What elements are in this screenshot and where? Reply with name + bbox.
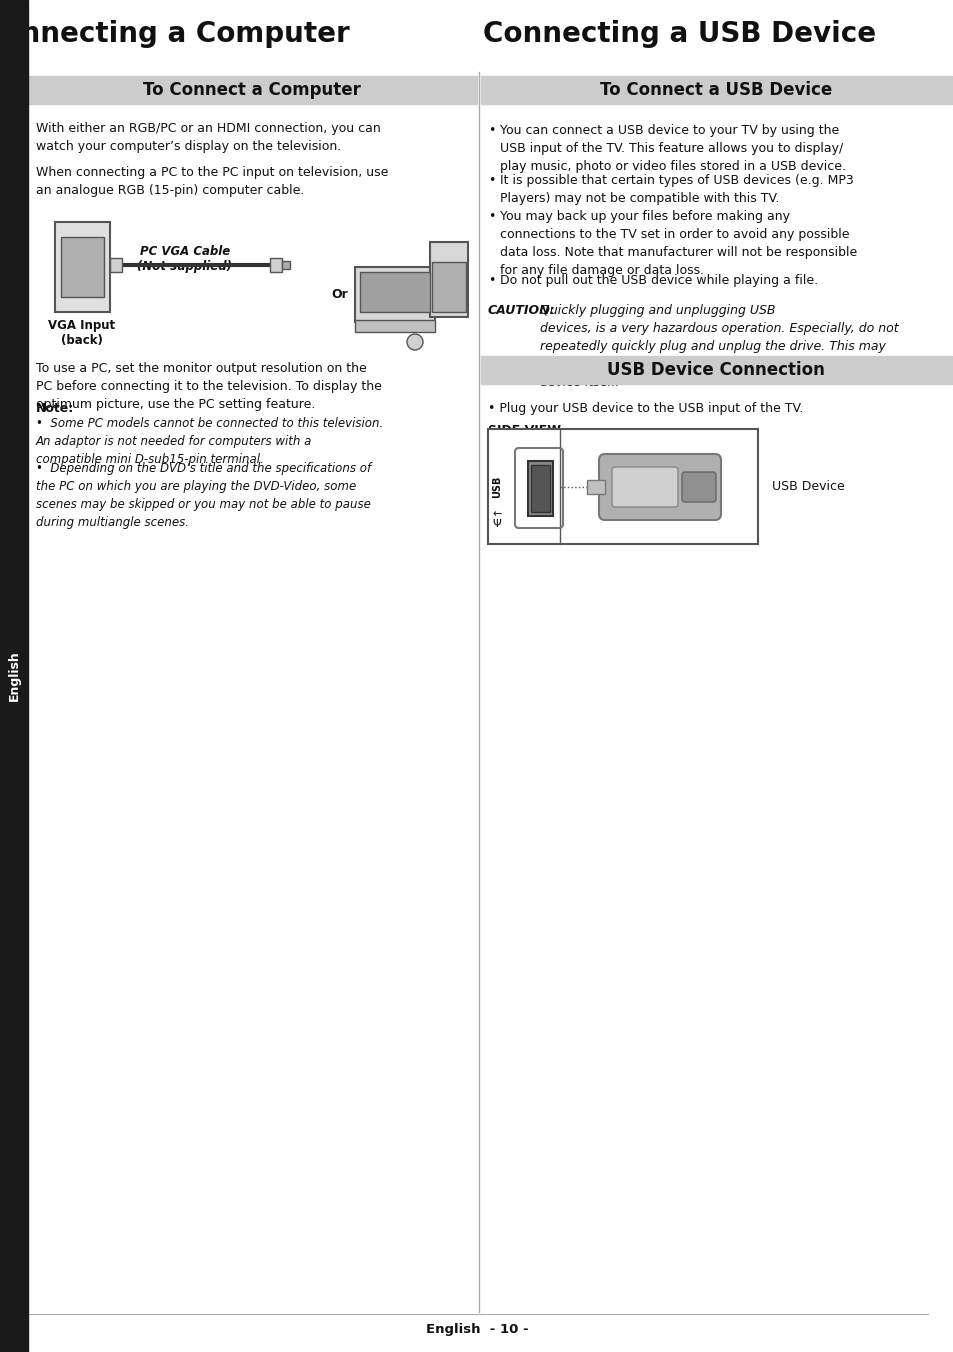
Bar	[55, 222, 110, 312]
Text: •: •	[488, 210, 495, 223]
Text: Note:: Note:	[36, 402, 74, 415]
Text: •: •	[488, 124, 495, 137]
Text: Ψ: Ψ	[492, 519, 501, 529]
Text: Quickly plugging and unplugging USB
devices, is a very hazardous operation. Espe: Quickly plugging and unplugging USB devi…	[539, 304, 898, 389]
Bar	[28, 76, 476, 104]
FancyBboxPatch shape	[681, 472, 716, 502]
Bar	[480, 76, 951, 104]
Bar	[355, 320, 435, 333]
Bar	[488, 429, 758, 544]
Text: USB: USB	[492, 476, 501, 498]
Bar	[430, 242, 468, 316]
Bar	[586, 480, 604, 493]
Text: With either an RGB/PC or an HDMI connection, you can
watch your computer’s displ: With either an RGB/PC or an HDMI connect…	[36, 122, 380, 153]
Bar	[282, 261, 290, 269]
Bar	[531, 465, 550, 512]
Text: To Connect a Computer: To Connect a Computer	[143, 81, 360, 99]
Text: • Plug your USB device to the USB input of the TV.: • Plug your USB device to the USB input …	[488, 402, 802, 415]
Bar	[359, 272, 430, 312]
Text: •  Some PC models cannot be connected to this television.
An adaptor is not need: • Some PC models cannot be connected to …	[36, 416, 383, 466]
Text: You can connect a USB device to your TV by using the
USB input of the TV. This f: You can connect a USB device to your TV …	[499, 124, 845, 173]
Text: ←: ←	[492, 508, 501, 519]
Bar	[110, 258, 122, 272]
Text: You may back up your files before making any
connections to the TV set in order : You may back up your files before making…	[499, 210, 857, 277]
Text: Or: Or	[332, 288, 348, 300]
Bar	[527, 461, 553, 516]
Bar	[61, 237, 104, 297]
FancyBboxPatch shape	[612, 466, 678, 507]
Text: USB Device Connection: USB Device Connection	[606, 361, 824, 379]
Bar	[0, 0, 28, 1352]
Text: PC VGA Cable
(Not supplied): PC VGA Cable (Not supplied)	[137, 245, 233, 273]
Text: Connecting a Computer: Connecting a Computer	[0, 20, 349, 49]
Text: English: English	[8, 650, 20, 702]
Circle shape	[407, 334, 422, 350]
Text: Do not pull out the USB device while playing a file.: Do not pull out the USB device while pla…	[499, 274, 818, 287]
Text: Connecting a USB Device: Connecting a USB Device	[483, 20, 876, 49]
Text: •: •	[488, 174, 495, 187]
Text: To use a PC, set the monitor output resolution on the
PC before connecting it to: To use a PC, set the monitor output reso…	[36, 362, 381, 411]
Text: VGA Input
(back): VGA Input (back)	[49, 319, 115, 347]
Text: English  - 10 -: English - 10 -	[425, 1324, 528, 1337]
Text: To Connect a USB Device: To Connect a USB Device	[599, 81, 831, 99]
Bar	[480, 356, 951, 384]
Text: It is possible that certain types of USB devices (e.g. MP3
Players) may not be c: It is possible that certain types of USB…	[499, 174, 853, 206]
Bar	[355, 266, 435, 322]
Text: •: •	[488, 274, 495, 287]
Text: USB Device: USB Device	[771, 480, 843, 493]
Bar	[270, 258, 282, 272]
Text: CAUTION:: CAUTION:	[488, 304, 555, 316]
Bar	[432, 262, 465, 312]
Text: •  Depending on the DVD’s title and the specifications of
the PC on which you ar: • Depending on the DVD’s title and the s…	[36, 462, 371, 529]
Text: SIDE VIEW: SIDE VIEW	[488, 425, 560, 437]
Text: When connecting a PC to the PC input on television, use
an analogue RGB (15-pin): When connecting a PC to the PC input on …	[36, 166, 388, 197]
FancyBboxPatch shape	[598, 454, 720, 521]
